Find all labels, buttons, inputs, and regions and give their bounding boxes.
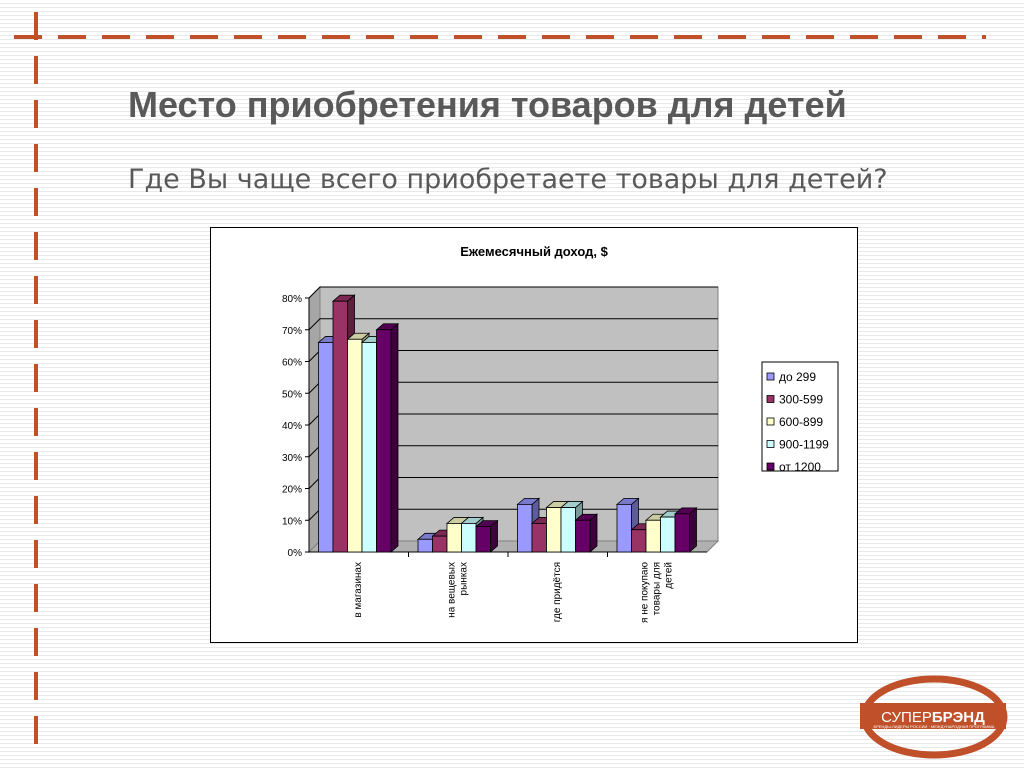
bar-front [575, 519, 591, 553]
bar-front [660, 516, 676, 553]
x-category-label: я не покупаютовары длядетей [639, 562, 674, 623]
bar-front [674, 513, 690, 553]
y-tick-label: 40% [282, 421, 302, 432]
legend-label: 600-899 [779, 415, 823, 429]
bar-front [645, 519, 661, 553]
x-category-label: где придётся [552, 562, 563, 622]
bar-front [517, 503, 533, 553]
bar-front [631, 529, 647, 553]
superbrand-logo: СУПЕРБРЭНД БРЕНДЫ-ЛИДЕРЫ РОССИИ · МЕЖДУН… [860, 675, 1008, 759]
legend-label: от 1200 [779, 460, 821, 474]
bar-front [318, 342, 334, 553]
chart-container: Ежемесячный доход, $ 0% 10% 20% 30% 40% 50% 60%… [210, 227, 858, 643]
bar-front [376, 329, 392, 553]
bar-front [361, 342, 377, 553]
legend-label: 300-599 [779, 393, 823, 407]
y-tick-label: 50% [282, 389, 302, 400]
bar-front [461, 523, 477, 553]
chart-title: Ежемесячный доход, $ [460, 244, 608, 259]
bar-front [432, 535, 448, 553]
bar-front [616, 503, 632, 553]
bar-side [689, 507, 697, 553]
legend-swatch [766, 440, 775, 448]
slide-subtitle: Где Вы чаще всего приобретаете товары дл… [128, 164, 888, 195]
y-tick-label: 60% [282, 358, 302, 369]
frame-dashed-top [14, 35, 986, 39]
bar-1-4 [474, 519, 499, 553]
bar-chart: Ежемесячный доход, $ 0% 10% 20% 30% 40% 50% 60%… [282, 244, 839, 623]
x-category-label: в магазинах [353, 562, 364, 618]
bar-front [475, 526, 491, 553]
bar-front [417, 538, 433, 553]
bar-front [446, 523, 462, 553]
slide-title: Место приобретения товаров для детей [128, 84, 847, 125]
gridline [308, 318, 718, 331]
y-tick-label: 10% [282, 516, 302, 527]
chart-legend [761, 361, 839, 472]
bar-0-4 [375, 322, 400, 553]
legend-swatch [766, 395, 775, 403]
frame-dashed-left [34, 12, 38, 757]
legend-label: 900-1199 [779, 438, 829, 452]
bar-front [531, 523, 547, 553]
legend-swatch [766, 417, 775, 426]
bar-front [332, 300, 348, 553]
bar-front [560, 507, 576, 553]
y-tick-label: 30% [282, 453, 302, 464]
y-tick-label: 80% [282, 294, 302, 305]
bar-side [390, 322, 399, 553]
bar-front [347, 338, 363, 553]
bar-front [546, 507, 562, 553]
y-tick-label: 70% [282, 326, 302, 337]
y-tick-label: 0% [288, 548, 303, 559]
logo-brand-text: СУПЕРБРЭНД [881, 709, 985, 726]
y-tick-label: 20% [282, 485, 302, 496]
legend-swatch [766, 372, 775, 381]
bar-side [589, 513, 598, 553]
legend-swatch [766, 462, 775, 471]
gridline [308, 286, 718, 299]
bar-2-4 [574, 513, 599, 553]
bar-3-4 [673, 507, 698, 553]
legend-label: до 299 [779, 370, 816, 384]
logo-tagline: БРЕНДЫ-ЛИДЕРЫ РОССИИ · МЕЖДУНАРОДНАЯ ПРО… [874, 724, 995, 729]
x-category-label: на вещевыхрынках [446, 562, 469, 618]
